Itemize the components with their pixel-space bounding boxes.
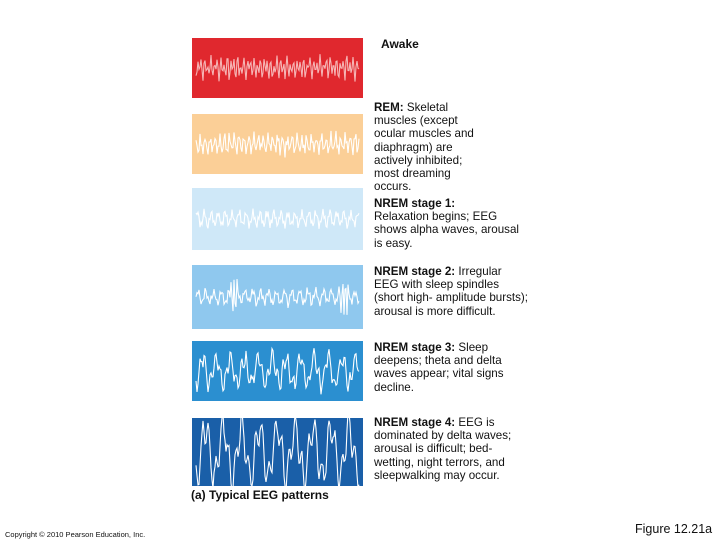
eeg-trace-graphic — [192, 265, 363, 329]
panel-background — [192, 188, 363, 250]
nrem2-description: NREM stage 2: Irregular EEG with sleep s… — [374, 265, 529, 318]
stage-name: REM: — [374, 101, 404, 114]
eeg-waveform — [195, 346, 360, 395]
awake-label: Awake — [381, 37, 419, 51]
nrem3-eeg-panel — [192, 341, 363, 401]
eeg-trace-graphic — [192, 341, 363, 401]
eeg-trace-graphic — [192, 114, 363, 174]
stage-text: Skeletal muscles (except ocular muscles … — [374, 101, 474, 194]
eeg-trace-graphic — [192, 418, 363, 486]
nrem4-eeg-panel — [192, 418, 363, 486]
stage-text: Sleep deepens; theta and delta waves app… — [374, 341, 504, 394]
figure-caption: (a) Typical EEG patterns — [191, 488, 329, 502]
stage-text: Relaxation begins; EEG shows alpha waves… — [374, 210, 520, 250]
stage-text: Irregular EEG with sleep spindles (short… — [374, 265, 529, 318]
awake-eeg-panel — [192, 38, 363, 98]
rem-eeg-panel — [192, 114, 363, 174]
nrem1-eeg-panel — [192, 188, 363, 250]
copyright-notice: Copyright © 2010 Pearson Education, Inc. — [5, 530, 146, 539]
eeg-waveform — [195, 54, 360, 82]
nrem3-description: NREM stage 3: Sleep deepens; theta and d… — [374, 341, 514, 394]
eeg-waveform — [195, 208, 360, 229]
figure-label: Figure 12.21a — [635, 522, 713, 536]
eeg-waveform — [195, 279, 360, 315]
panel-background — [192, 265, 363, 329]
eeg-trace-graphic — [192, 188, 363, 250]
panel-background — [192, 114, 363, 174]
nrem4-description: NREM stage 4: EEG is dominated by delta … — [374, 416, 529, 482]
eeg-trace-graphic — [192, 38, 363, 98]
stage-name: NREM stage 2: — [374, 265, 456, 278]
nrem1-description: NREM stage 1: Relaxation begins; EEG sho… — [374, 197, 519, 250]
rem-description: REM: Skeletal muscles (except ocular mus… — [374, 101, 482, 193]
stage-name: NREM stage 3: — [374, 341, 456, 354]
stage-name: NREM stage 1: — [374, 197, 456, 210]
nrem2-eeg-panel — [192, 265, 363, 329]
eeg-waveform — [195, 418, 360, 486]
stage-text: EEG is dominated by delta waves; arousal… — [374, 416, 512, 482]
eeg-waveform — [195, 130, 360, 158]
stage-name: NREM stage 4: — [374, 416, 456, 429]
